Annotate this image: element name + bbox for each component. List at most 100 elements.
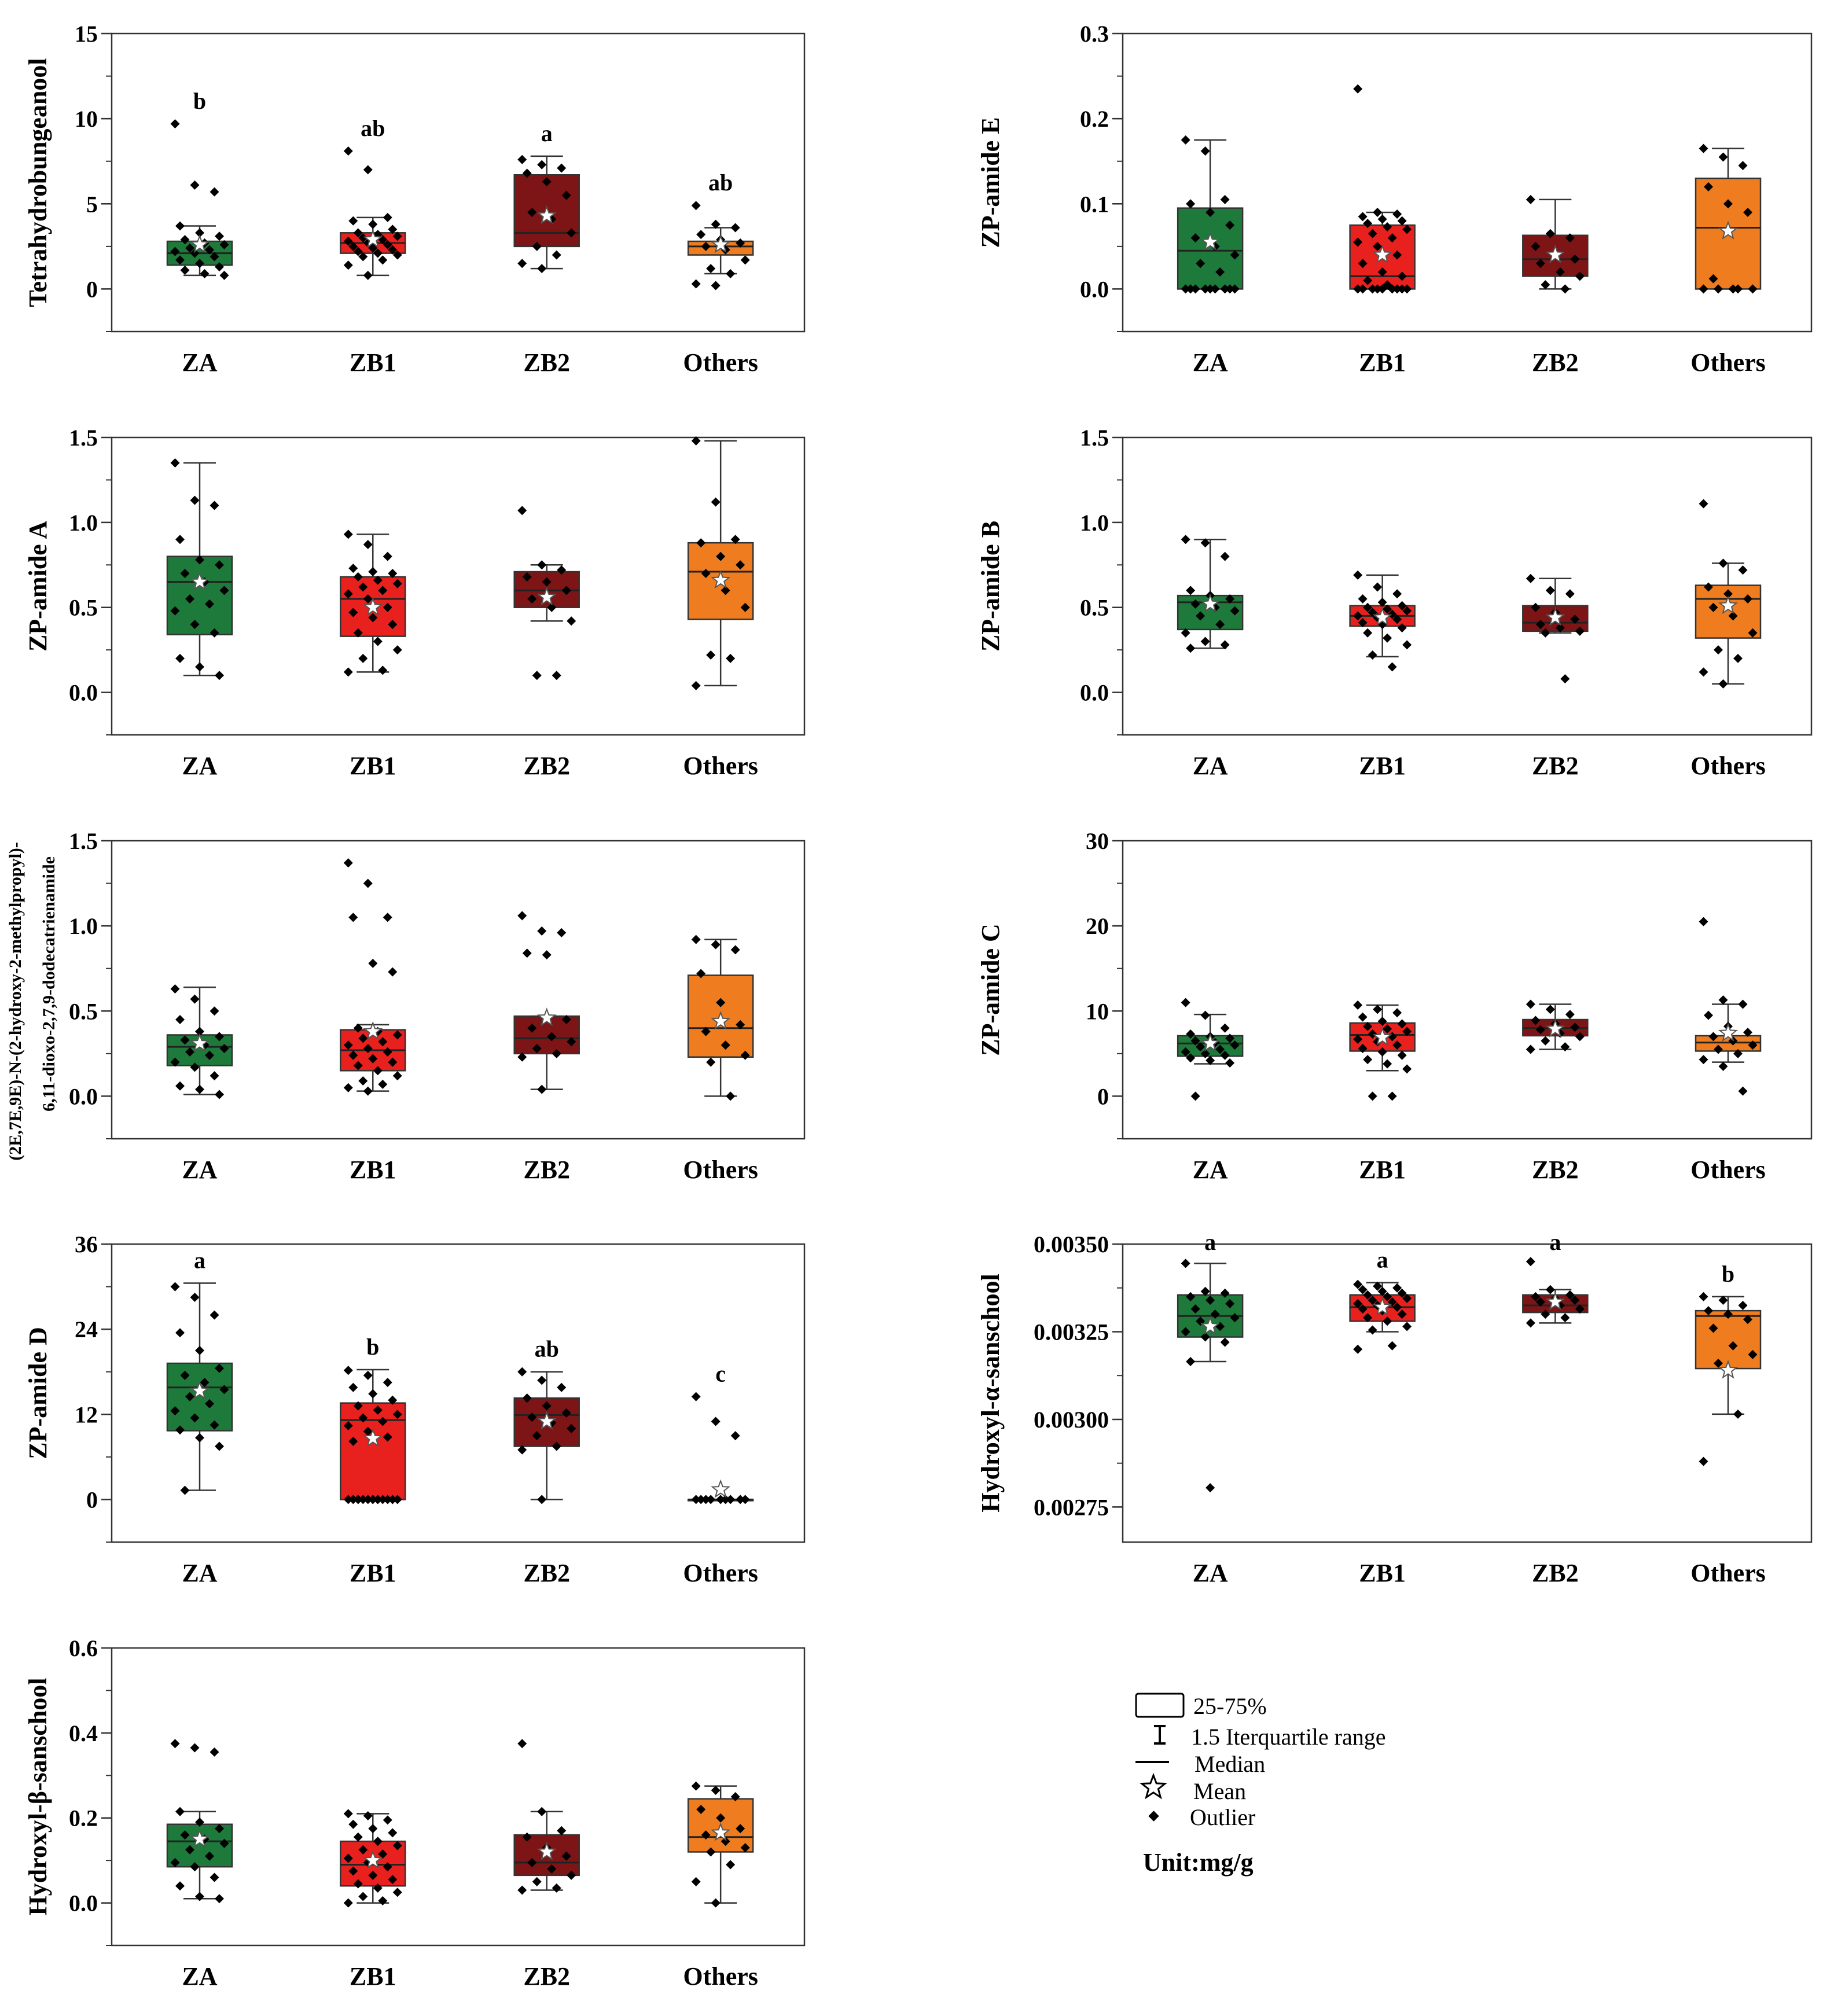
x-category-label: Others (683, 1156, 758, 1184)
data-point (517, 1739, 527, 1749)
data-point (348, 216, 358, 226)
mean-star (1718, 1360, 1739, 1379)
y-tick-label: 12 (75, 1401, 98, 1428)
mean-star (536, 1007, 557, 1027)
data-point (1368, 229, 1377, 238)
data-point (185, 1047, 195, 1057)
data-point (1392, 284, 1402, 294)
data-point (1353, 570, 1363, 580)
data-point (1353, 1279, 1363, 1289)
group-Others: c Others (683, 1361, 758, 1587)
x-category-label: ZB1 (350, 1962, 396, 1991)
data-point (210, 1006, 219, 1016)
data-point (1353, 84, 1363, 94)
data-point (1748, 1349, 1758, 1359)
data-point (1545, 1005, 1555, 1014)
y-axis-title: ZP-amide D (24, 1327, 52, 1459)
data-point (373, 637, 383, 646)
data-point (363, 1495, 373, 1504)
data-point (1575, 1304, 1585, 1314)
data-point (190, 620, 200, 630)
data-point (517, 1445, 527, 1455)
data-point (1733, 284, 1743, 294)
group-ZB2: ZB2 (513, 911, 580, 1184)
data-point (1535, 1297, 1545, 1307)
data-point (215, 1824, 225, 1834)
data-point (378, 255, 388, 265)
legend-mean-star-icon (1139, 1772, 1168, 1800)
data-point (1363, 1290, 1373, 1300)
data-point (215, 560, 225, 570)
data-point (180, 1830, 190, 1840)
data-point (363, 1370, 373, 1380)
data-point (388, 1828, 398, 1838)
data-point (219, 1385, 229, 1395)
data-point (1368, 1029, 1377, 1039)
data-point (215, 1441, 225, 1451)
data-point (1181, 135, 1190, 145)
data-point (1704, 1010, 1714, 1020)
data-point (343, 1083, 353, 1092)
data-point (711, 219, 721, 229)
group-Others: Others (683, 935, 758, 1184)
y-tick-label: 10 (75, 106, 98, 132)
data-point (1560, 1042, 1570, 1052)
data-point (368, 243, 378, 253)
data-point (711, 1417, 721, 1426)
data-point (383, 602, 392, 612)
data-point (542, 177, 552, 187)
data-point (1728, 284, 1738, 294)
group-ZA: b ZA (166, 88, 233, 377)
data-point (1383, 1059, 1392, 1069)
data-point (711, 940, 721, 950)
x-category-label: ZB2 (523, 348, 570, 377)
x-category-label: ZB2 (523, 752, 570, 780)
mean-star (711, 1822, 731, 1841)
data-point (721, 586, 730, 595)
data-point (1230, 606, 1240, 616)
data-point (353, 1023, 363, 1033)
x-category-label: ZA (182, 1559, 217, 1587)
data-point (1363, 1021, 1373, 1031)
data-point (363, 270, 373, 280)
group-ZB2: a ZB2 (513, 120, 580, 377)
data-point (392, 231, 402, 241)
data-point (353, 247, 363, 256)
data-point (1225, 220, 1235, 230)
data-point (1383, 604, 1392, 614)
data-point (1206, 208, 1215, 217)
data-point (175, 653, 185, 663)
data-point (190, 1862, 200, 1872)
data-point (1190, 1304, 1200, 1314)
mean-star (1372, 607, 1392, 626)
data-point (215, 671, 225, 680)
panel-3: 0.0 0.5 1.0 1.5 ZP-amide A ZA ZB1 ZB2 Others (24, 425, 806, 780)
data-point (1541, 280, 1550, 290)
data-point (195, 555, 205, 565)
panel-7: 0 12 24 36 ZP-amide D a ZA b ZB1 ab ZB2 c Others (24, 1231, 806, 1587)
data-point (1220, 1050, 1230, 1060)
data-point (721, 1495, 730, 1504)
data-point (219, 1044, 229, 1054)
data-point (730, 1431, 740, 1441)
data-point (348, 1382, 358, 1392)
data-point (1186, 1356, 1196, 1366)
data-point (368, 1389, 378, 1399)
data-point (1531, 1292, 1541, 1301)
data-point (552, 1883, 561, 1893)
x-category-label: ZB1 (350, 752, 396, 780)
data-point (1545, 1285, 1555, 1294)
data-point (730, 945, 740, 955)
data-point (1190, 599, 1200, 609)
data-point (343, 1421, 353, 1430)
data-point (1402, 1064, 1412, 1074)
data-point (388, 620, 398, 630)
x-category-label: ZB2 (1532, 1156, 1579, 1184)
data-point (736, 1495, 745, 1504)
significance-letter: ab (535, 1336, 559, 1362)
data-point (210, 252, 219, 262)
data-point (1704, 182, 1714, 192)
data-point (343, 858, 353, 868)
data-point (701, 1495, 711, 1504)
